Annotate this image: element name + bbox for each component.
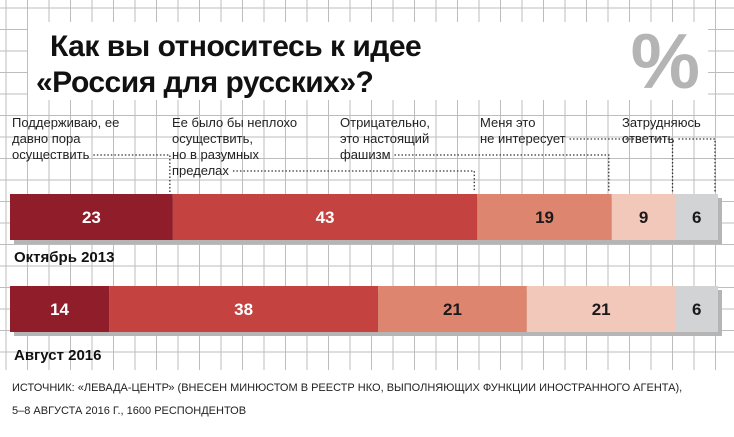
source-backdrop: [0, 370, 734, 437]
category-label-reasonable-limits-line-1: Ее было бы неплохо: [172, 115, 297, 130]
chart-title-line-2: «Россия для русских»?: [36, 66, 373, 99]
bar-segment-aug-2016-reasonable-limits: [109, 286, 379, 332]
label-leader-lines: [93, 138, 716, 192]
bar-value-aug-2016-not-interested: 21: [592, 300, 611, 319]
leader-line-not-interested: [569, 138, 674, 192]
bar-value-oct-2013-negative-fascism: 19: [535, 208, 554, 227]
category-label-support-line-3: осуществить: [12, 147, 90, 162]
category-label-support-line-1: Поддерживаю, ее: [12, 115, 119, 130]
category-label-reasonable-limits-line-4: пределах: [172, 163, 229, 178]
bar-value-aug-2016-support: 14: [50, 300, 69, 319]
chart-title-line-1: Как вы относитесь к идее: [50, 30, 421, 63]
leader-line-negative-fascism: [394, 154, 610, 192]
bar-segment-oct-2013-negative-fascism: [477, 194, 612, 240]
stacked-bars: 23 43 19 9 6 14 38 21 21 6: [10, 194, 722, 336]
category-label-hard-to-say-line-1: Затрудняюсь: [622, 115, 701, 130]
percent-symbol: %: [631, 17, 700, 105]
leader-line-hard-to-say: [678, 138, 716, 192]
category-label-hard-to-say-line-2: ответить: [622, 131, 675, 146]
category-label-negative-fascism-line-2: это настоящий: [340, 131, 429, 146]
bar-segment-oct-2013-reasonable-limits: [172, 194, 478, 240]
bar-segment-aug-2016-support: [10, 286, 110, 332]
bar-segment-aug-2016-not-interested: [526, 286, 676, 332]
category-label-not-interested-line-1: Меня это: [480, 115, 535, 130]
title-backdrop: [28, 22, 708, 100]
bar-value-oct-2013-hard-to-say: 6: [692, 208, 701, 227]
category-label-not-interested-line-2: не интересует: [480, 131, 566, 146]
leader-line-support: [93, 154, 171, 192]
bar-value-oct-2013-not-interested: 9: [639, 208, 648, 227]
bar-segment-aug-2016-hard-to-say: [675, 286, 718, 332]
bar-value-oct-2013-reasonable-limits: 43: [316, 208, 335, 227]
bar-segment-oct-2013-not-interested: [611, 194, 676, 240]
category-label-negative-fascism-line-1: Отрицательно,: [340, 115, 430, 130]
category-label-reasonable-limits-line-3: но в разумных: [172, 147, 259, 162]
source-note-line-1: ИСТОЧНИК: «ЛЕВАДА-ЦЕНТР» (ВНЕСЕН МИНЮСТО…: [12, 382, 682, 394]
category-label-support-line-2: давно пора: [12, 131, 81, 146]
category-label-reasonable-limits-line-2: осуществить,: [172, 131, 253, 146]
bar-segment-oct-2013-hard-to-say: [675, 194, 718, 240]
source-note-line-2: 5–8 АВГУСТА 2016 Г., 1600 РЕСПОНДЕНТОВ: [12, 405, 246, 417]
bar-value-aug-2016-hard-to-say: 6: [692, 300, 701, 319]
leader-line-reasonable-limits: [232, 170, 475, 192]
bar-value-oct-2013-support: 23: [82, 208, 101, 227]
bar-value-aug-2016-reasonable-limits: 38: [234, 300, 253, 319]
bar-segment-oct-2013-support: [10, 194, 173, 240]
bar-segment-aug-2016-negative-fascism: [378, 286, 527, 332]
category-label-negative-fascism-line-3: фашизм: [340, 147, 391, 162]
row-label-october-2013: Октябрь 2013: [14, 249, 114, 266]
row-label-august-2016: Август 2016: [14, 347, 102, 364]
bar-value-aug-2016-negative-fascism: 21: [443, 300, 462, 319]
